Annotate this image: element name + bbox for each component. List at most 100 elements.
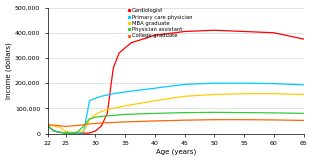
Primary care physician — [82, 132, 85, 134]
MBA graduate — [153, 100, 157, 102]
Primary care physician — [183, 83, 187, 85]
MBA graduate — [100, 110, 103, 112]
Physician assistant — [64, 132, 68, 134]
College graduate — [153, 120, 157, 122]
College graduate — [70, 125, 74, 127]
Line: Cardiologist: Cardiologist — [48, 30, 304, 133]
Primary care physician — [153, 87, 157, 89]
College graduate — [76, 124, 80, 126]
College graduate — [100, 122, 103, 124]
Cardiologist — [88, 132, 91, 134]
Physician assistant — [82, 125, 85, 127]
MBA graduate — [272, 93, 276, 95]
Primary care physician — [58, 131, 62, 133]
Primary care physician — [242, 82, 246, 84]
Cardiologist — [242, 31, 246, 33]
College graduate — [105, 122, 109, 124]
Line: Physician assistant: Physician assistant — [48, 112, 304, 133]
Primary care physician — [123, 91, 127, 93]
Line: Primary care physician: Primary care physician — [48, 83, 304, 133]
MBA graduate — [52, 125, 56, 127]
Primary care physician — [213, 82, 216, 84]
College graduate — [94, 123, 97, 124]
Primary care physician — [64, 132, 68, 134]
Primary care physician — [94, 97, 97, 99]
College graduate — [111, 122, 115, 123]
Physician assistant — [153, 112, 157, 114]
Physician assistant — [105, 115, 109, 117]
College graduate — [88, 123, 91, 125]
Physician assistant — [123, 113, 127, 115]
College graduate — [46, 124, 50, 126]
Physician assistant — [183, 112, 187, 114]
MBA graduate — [58, 126, 62, 128]
Primary care physician — [100, 95, 103, 97]
Physician assistant — [76, 131, 80, 133]
MBA graduate — [94, 114, 97, 116]
Physician assistant — [46, 125, 50, 127]
College graduate — [123, 121, 127, 123]
Cardiologist — [64, 132, 68, 134]
Cardiologist — [183, 31, 187, 33]
Cardiologist — [105, 112, 109, 114]
Cardiologist — [302, 38, 305, 40]
MBA graduate — [82, 131, 85, 133]
College graduate — [52, 124, 56, 126]
Cardiologist — [94, 130, 97, 132]
Y-axis label: Income (dollars): Income (dollars) — [6, 42, 12, 99]
Physician assistant — [213, 111, 216, 113]
Primary care physician — [88, 100, 91, 102]
Physician assistant — [52, 130, 56, 132]
MBA graduate — [88, 119, 91, 121]
MBA graduate — [64, 131, 68, 133]
College graduate — [242, 119, 246, 121]
MBA graduate — [302, 94, 305, 95]
Physician assistant — [272, 112, 276, 114]
Physician assistant — [302, 112, 305, 114]
Cardiologist — [117, 52, 121, 54]
Line: College graduate: College graduate — [48, 120, 304, 127]
MBA graduate — [105, 109, 109, 111]
College graduate — [82, 124, 85, 126]
Primary care physician — [52, 130, 56, 132]
College graduate — [302, 119, 305, 121]
Physician assistant — [111, 114, 115, 116]
Physician assistant — [70, 132, 74, 134]
Primary care physician — [76, 132, 80, 134]
Physician assistant — [88, 118, 91, 120]
Physician assistant — [100, 115, 103, 117]
MBA graduate — [70, 131, 74, 133]
Physician assistant — [94, 116, 97, 118]
MBA graduate — [123, 105, 127, 107]
College graduate — [213, 119, 216, 121]
Cardiologist — [58, 131, 62, 133]
Primary care physician — [46, 125, 50, 127]
Cardiologist — [82, 132, 85, 134]
Cardiologist — [70, 132, 74, 134]
MBA graduate — [213, 94, 216, 95]
MBA graduate — [183, 95, 187, 97]
Cardiologist — [111, 67, 115, 69]
Cardiologist — [129, 42, 133, 44]
Cardiologist — [46, 125, 50, 127]
College graduate — [64, 126, 68, 128]
Cardiologist — [272, 32, 276, 34]
Line: MBA graduate: MBA graduate — [48, 94, 304, 132]
College graduate — [183, 119, 187, 121]
College graduate — [272, 119, 276, 121]
Primary care physician — [272, 83, 276, 85]
Primary care physician — [70, 132, 74, 134]
Cardiologist — [153, 34, 157, 36]
Physician assistant — [242, 112, 246, 114]
College graduate — [58, 125, 62, 127]
X-axis label: Age (years): Age (years) — [156, 149, 196, 155]
Legend: Cardiologist, Primary care physician, MBA graduate, Physician assistant, College: Cardiologist, Primary care physician, MB… — [127, 8, 193, 39]
Primary care physician — [105, 94, 109, 96]
MBA graduate — [46, 124, 50, 126]
Primary care physician — [302, 84, 305, 86]
MBA graduate — [76, 131, 80, 133]
MBA graduate — [242, 93, 246, 95]
Cardiologist — [100, 125, 103, 127]
Cardiologist — [76, 132, 80, 134]
Cardiologist — [213, 29, 216, 31]
